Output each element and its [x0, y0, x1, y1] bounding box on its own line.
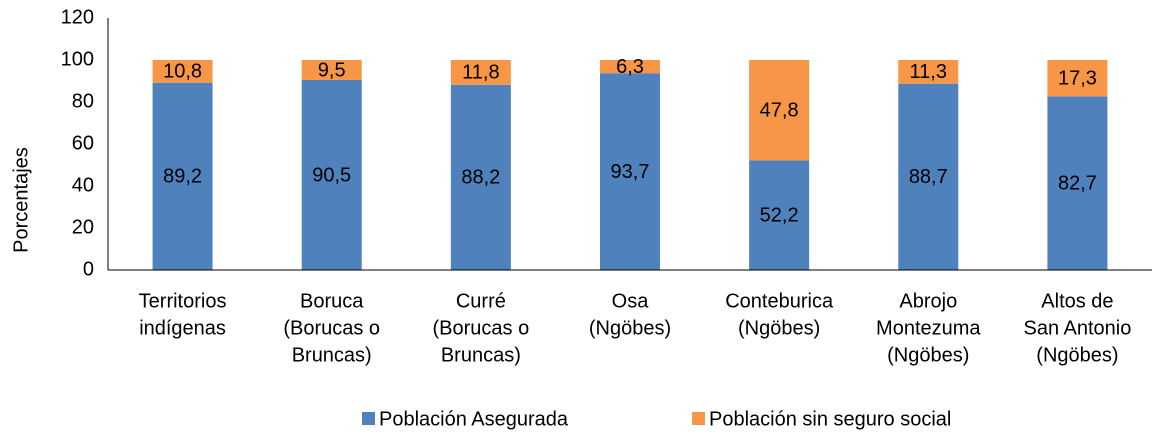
data-label: 88,7	[909, 166, 948, 188]
x-tick-label: (Borucas o	[283, 317, 380, 339]
legend-swatch	[692, 412, 705, 425]
bar-segment	[450, 60, 511, 85]
data-label: 6,3	[616, 56, 644, 78]
legend-label: Población Asegurada	[379, 408, 569, 430]
x-tick-label: San Antonio	[1023, 317, 1131, 339]
bar-segment	[749, 160, 810, 270]
data-label: 9,5	[318, 59, 346, 81]
data-label: 90,5	[312, 164, 351, 186]
y-tick-label: 0	[83, 258, 94, 280]
y-axis-label: Porcentajes	[10, 147, 32, 253]
data-label: 82,7	[1058, 172, 1097, 194]
bar-segment	[450, 84, 511, 270]
data-label: 89,2	[163, 166, 202, 188]
x-tick-label: (Borucas o	[432, 317, 529, 339]
bar-segment	[749, 60, 810, 161]
y-tick-label: 100	[61, 48, 94, 70]
data-label: 93,7	[611, 161, 650, 183]
x-tick-label: Curré	[456, 290, 506, 312]
legend-swatch	[362, 412, 375, 425]
x-tick-label: Boruca	[300, 290, 364, 312]
data-label: 88,2	[461, 167, 500, 189]
data-label: 17,3	[1058, 67, 1097, 89]
x-tick-label: Territorios	[139, 290, 227, 312]
x-tick-label: Abrojo	[899, 290, 957, 312]
y-tick-label: 40	[72, 174, 94, 196]
x-tick-label: (Ngöbes)	[738, 317, 820, 339]
bar-segment	[152, 82, 213, 271]
y-tick-label: 60	[72, 132, 94, 154]
bar-segment	[600, 60, 660, 74]
x-tick-label: (Ngöbes)	[887, 344, 969, 366]
x-tick-label: (Ngöbes)	[1036, 344, 1118, 366]
x-tick-label: Bruncas)	[292, 344, 372, 366]
x-tick-label: Altos de	[1041, 290, 1113, 312]
x-tick-label: indígenas	[139, 317, 226, 339]
bar-segment	[1047, 96, 1108, 270]
y-tick-label: 80	[72, 90, 94, 112]
data-label: 52,2	[760, 204, 799, 226]
x-tick-label: Bruncas)	[441, 344, 521, 366]
data-label: 10,8	[163, 61, 202, 83]
legend-label: Población sin seguro social	[709, 408, 951, 430]
bar-segment	[301, 60, 362, 80]
bar-segment	[898, 83, 959, 270]
data-label: 11,3	[910, 61, 947, 83]
y-tick-label: 20	[72, 216, 94, 238]
bar-segment	[600, 73, 660, 270]
data-label: 11,8	[462, 62, 499, 84]
x-tick-label: Montezuma	[876, 317, 981, 339]
x-tick-label: Conteburica	[725, 290, 834, 312]
x-tick-label: (Ngöbes)	[589, 317, 671, 339]
x-tick-label: Osa	[612, 290, 650, 312]
bar-segment	[301, 79, 362, 270]
data-label: 47,8	[760, 99, 799, 121]
bar-segment	[1047, 60, 1108, 97]
bar-segment	[898, 60, 959, 84]
bar-segment	[152, 60, 213, 83]
y-tick-label: 120	[61, 6, 94, 28]
